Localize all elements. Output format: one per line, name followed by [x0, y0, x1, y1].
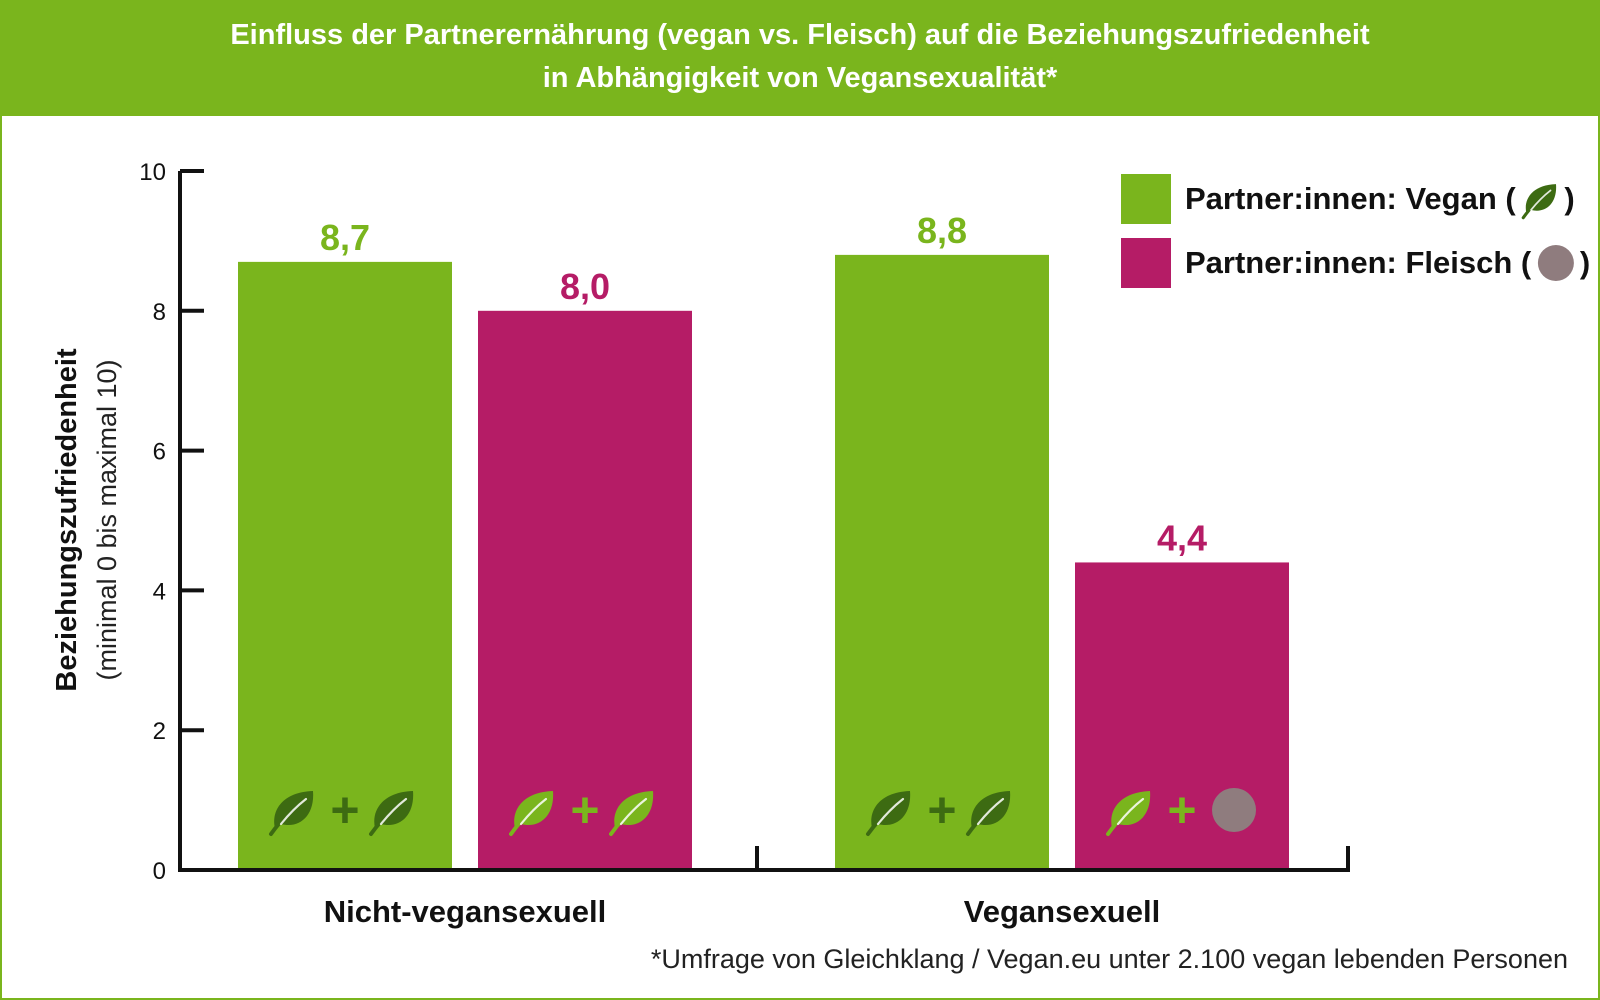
chart-title-banner: Einfluss der Partnerernährung (vegan vs.… [0, 0, 1600, 116]
plus-icon: + [570, 782, 599, 838]
bar-1-0 [478, 310, 692, 868]
bar-0-1 [835, 254, 1049, 868]
leaf-icon [509, 791, 554, 836]
y-tick-label-0: 0 [153, 858, 166, 885]
legend: Partner:innen: Vegan ( Partner:innen: Fle… [1121, 174, 1532, 288]
y-tick-label-8: 8 [153, 299, 166, 326]
x-category-label-0: Nicht-vegansexuell [324, 894, 607, 929]
y-axis-title: Beziehungszufriedenheit [51, 348, 83, 692]
bar-icon-group-1-0: + [509, 782, 654, 838]
bar-0-0 [238, 261, 452, 868]
leaf-icon [1106, 791, 1151, 836]
x-category-label-1: Vegansexuell [964, 894, 1160, 929]
legend-leaf-icon [1521, 184, 1557, 220]
leaf-icon [866, 791, 911, 836]
y-axis-subtitle: (minimal 0 bis maximal 10) [92, 359, 122, 680]
legend-close-paren-1: ) [1580, 245, 1590, 280]
y-tick-label-10: 10 [139, 159, 166, 186]
bar-icon-group-0-0: + [269, 782, 414, 838]
y-tick-label-4: 4 [153, 578, 166, 605]
bar-icon-group-1-1: + [1106, 782, 1256, 838]
plus-icon: + [330, 782, 359, 838]
plus-icon: + [927, 782, 956, 838]
bar-icon-group-0-1: + [866, 782, 1011, 838]
leaf-icon [369, 791, 414, 836]
legend-label-0: Partner:innen: Vegan ( [1185, 181, 1516, 216]
legend-swatch-1 [1121, 238, 1171, 288]
footnote: *Umfrage von Gleichklang / Vegan.eu unte… [650, 944, 1568, 974]
leaf-icon [609, 791, 654, 836]
legend-swatch-0 [1121, 174, 1171, 224]
leaf-icon [966, 791, 1011, 836]
legend-meat-circle-icon [1537, 245, 1574, 281]
leaf-icon [269, 791, 314, 836]
bar-value-label-1-1: 4,4 [1157, 517, 1207, 558]
bar-value-label-0-0: 8,7 [320, 217, 370, 258]
plus-icon: + [1167, 782, 1196, 838]
bar-value-label-0-1: 8,8 [917, 210, 967, 251]
meat-circle-icon [1212, 788, 1256, 832]
chart-title-line-2: in Abhängigkeit von Vegansexualität* [542, 62, 1058, 94]
y-tick-label-2: 2 [153, 718, 166, 745]
bar-value-label-1-0: 8,0 [560, 266, 610, 307]
legend-label-1: Partner:innen: Fleisch ( [1185, 245, 1532, 280]
y-tick-label-6: 6 [153, 439, 166, 466]
chart-title-line-1: Einfluss der Partnerernährung (vegan vs.… [230, 19, 1370, 51]
legend-close-paren-0: ) [1564, 181, 1574, 216]
